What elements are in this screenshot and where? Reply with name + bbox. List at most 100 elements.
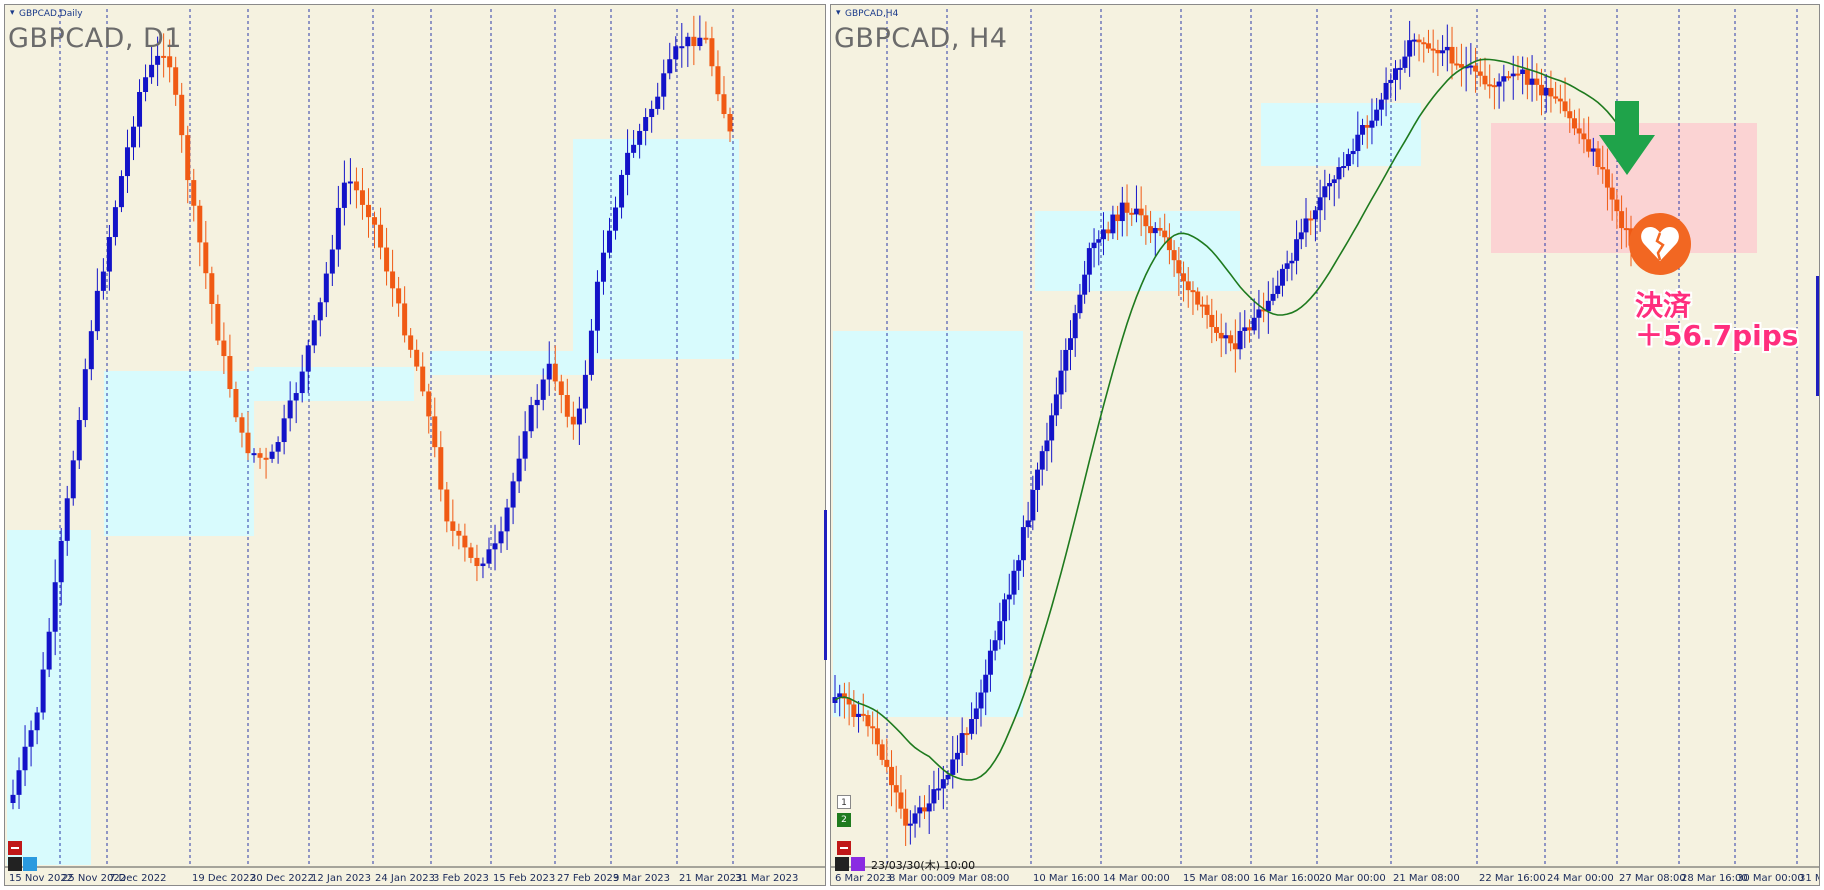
candle-body xyxy=(498,531,504,544)
candle-body xyxy=(426,391,432,417)
candle-body xyxy=(1006,594,1012,600)
candle-body xyxy=(245,432,251,454)
candle-body xyxy=(1553,96,1559,99)
candle-body xyxy=(715,66,721,95)
chart-window-daily[interactable]: 15 Nov 2022 25 Nov 2022 7 Dec 2022 19 Dec 2… xyxy=(4,4,826,886)
candle-body xyxy=(1049,415,1055,441)
candle-body xyxy=(269,451,275,459)
candle-body xyxy=(874,728,880,745)
x-tick-label: 9 Mar 2023 xyxy=(613,873,670,884)
candle-body xyxy=(856,713,862,717)
candle-body xyxy=(179,94,185,136)
candle-body xyxy=(70,460,76,499)
candle-body xyxy=(408,335,414,350)
candle-body xyxy=(1576,128,1582,134)
candle-body xyxy=(1425,43,1431,49)
one-click-trade-icon[interactable] xyxy=(8,857,22,871)
candle-body xyxy=(1237,330,1243,350)
trade-panel-icon[interactable] xyxy=(851,857,865,871)
candle-body xyxy=(359,190,365,205)
candle-body xyxy=(1548,87,1554,97)
candle-body xyxy=(552,363,558,382)
candle-body xyxy=(372,217,378,225)
candle-body xyxy=(414,349,420,367)
candle-body xyxy=(1458,64,1464,68)
candle-body xyxy=(1604,169,1610,188)
candle-body xyxy=(1294,239,1300,261)
candle-body xyxy=(1115,214,1121,222)
x-tick-label: 30 Dec 2022 xyxy=(250,873,314,884)
candle-body xyxy=(1214,327,1220,333)
close-trade-button[interactable] xyxy=(837,841,851,855)
x-tick-label: 19 Dec 2022 xyxy=(192,873,256,884)
candle-body xyxy=(1534,78,1540,85)
candle-body xyxy=(631,144,637,153)
candle-body xyxy=(606,230,612,253)
candle-body xyxy=(40,669,46,713)
candle-body xyxy=(1350,151,1356,155)
scroll-marker[interactable] xyxy=(1816,276,1819,396)
candle-body xyxy=(1242,327,1248,331)
x-tick-label: 12 Jan 2023 xyxy=(311,873,371,884)
candle-body xyxy=(1444,46,1450,51)
candle-body xyxy=(1152,227,1158,234)
one-click-trade-icon[interactable] xyxy=(835,857,849,871)
candle-body xyxy=(305,345,311,372)
candle-body xyxy=(1411,39,1417,42)
candle-body xyxy=(643,117,649,131)
x-tick-label: 27 Feb 2023 xyxy=(557,873,619,884)
candle-body xyxy=(420,366,426,392)
candle-body xyxy=(884,759,890,767)
candle-body xyxy=(384,247,390,272)
scroll-marker[interactable] xyxy=(824,510,827,660)
candle-body xyxy=(619,174,625,208)
candle-body xyxy=(1063,349,1069,371)
candle-body xyxy=(492,543,498,550)
candle-body xyxy=(1020,527,1026,561)
candle-body xyxy=(209,273,215,304)
candle-body xyxy=(263,457,269,460)
candle-body xyxy=(1176,260,1182,274)
candle-body xyxy=(1289,260,1295,264)
candle-body xyxy=(1039,451,1045,470)
candle-body xyxy=(1416,39,1422,43)
candle-body xyxy=(16,770,22,795)
trade-panel-icon[interactable] xyxy=(23,857,37,871)
chart-window-h4[interactable]: 6 Mar 2023 8 Mar 00:00 9 Mar 08:00 10 Mar 1… xyxy=(830,4,1820,886)
candle-body xyxy=(1261,309,1267,312)
candle-body xyxy=(576,408,582,425)
candle-body xyxy=(1590,148,1596,152)
close-trade-button[interactable] xyxy=(8,841,22,855)
chart-button-2[interactable]: 2 xyxy=(837,813,851,827)
chart-button-1[interactable]: 1 xyxy=(837,795,851,809)
candle-body xyxy=(721,94,727,115)
candle-body xyxy=(1091,242,1097,249)
candle-body xyxy=(1086,248,1092,275)
candle-body xyxy=(1082,274,1088,295)
candle-body xyxy=(353,181,359,191)
x-tick-label: 15 Feb 2023 xyxy=(493,873,555,884)
x-tick-label: 15 Nov 2022 xyxy=(9,873,73,884)
x-tick-label: 15 Mar 08:00 xyxy=(1183,873,1250,884)
candle-body xyxy=(88,331,94,370)
candle-body xyxy=(1571,118,1577,129)
broken-heart-icon xyxy=(1629,213,1691,275)
candle-body xyxy=(540,379,546,400)
candle-body xyxy=(1124,202,1130,213)
candle-body xyxy=(1449,46,1455,64)
candle-body xyxy=(588,330,594,375)
candle-body xyxy=(1129,212,1135,215)
candle-body xyxy=(155,55,161,65)
candle-body xyxy=(931,789,937,804)
x-tick-label: 21 Mar 2023 xyxy=(679,873,742,884)
candle-body xyxy=(893,785,899,793)
candle-body xyxy=(558,381,564,396)
candle-body xyxy=(600,252,606,282)
candle-body xyxy=(251,453,257,456)
candle-body xyxy=(167,56,173,68)
candle-body xyxy=(945,774,951,780)
candle-body xyxy=(396,288,402,304)
candle-body xyxy=(1072,313,1078,339)
